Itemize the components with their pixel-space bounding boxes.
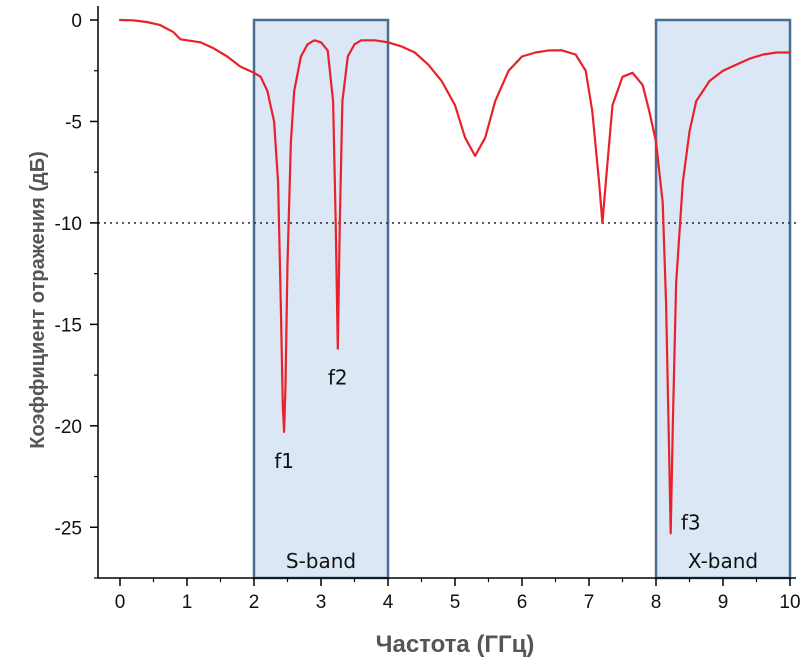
y-axis-title: Коэффициент отражения (дБ) [27,151,49,449]
x-tick-label: 1 [182,592,193,613]
x-tick-label: 3 [316,592,327,613]
annotation-f2: f2 [328,366,348,390]
x-tick-label: 9 [718,592,729,613]
annotation-f1: f1 [274,449,294,473]
x-tick-label: 8 [651,592,662,613]
axes: 0 1 2 3 4 5 6 7 8 9 10 0 -5 -10 -15 -20 -25 [55,6,801,613]
series-line-0 [118,18,792,535]
band-s-rect [252,18,390,580]
x-tick-label: 10 [779,592,800,613]
y-tick-label: -25 [55,518,82,539]
y-tick-label: 0 [71,11,82,32]
x-tick-label: 6 [517,592,528,613]
band-x-label: X-band [688,549,758,573]
y-tick-label: -5 [65,112,82,133]
y-tick-label: -15 [55,315,82,336]
band-x-rect [654,18,792,580]
x-tick-label: 0 [115,592,126,613]
data-series [118,18,792,535]
x-tick-label: 4 [383,592,394,613]
frequency-bands: S-band X-band [252,18,792,580]
y-tick-label: -10 [55,214,82,235]
x-axis-title: Частота (ГГц) [376,631,535,658]
x-tick-label: 5 [450,592,461,613]
x-tick-label: 7 [584,592,595,613]
y-tick-label: -20 [55,417,82,438]
x-tick-label: 2 [249,592,260,613]
band-s-label: S-band [286,549,356,573]
annotations: f1 f2 f3 [274,366,700,535]
annotation-f3: f3 [681,510,701,534]
